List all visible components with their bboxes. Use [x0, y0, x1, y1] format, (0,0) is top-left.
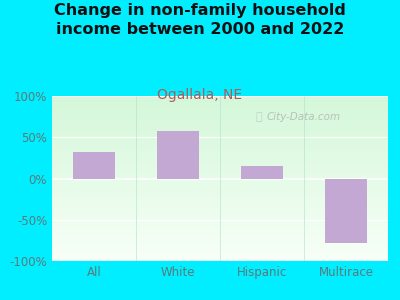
Text: ⓘ: ⓘ [255, 112, 262, 122]
Bar [157, 131, 199, 178]
Text: Ogallala, NE: Ogallala, NE [158, 88, 242, 103]
Text: Change in non-family household
income between 2000 and 2022: Change in non-family household income be… [54, 3, 346, 37]
Text: City-Data.com: City-Data.com [267, 112, 341, 122]
Bar [73, 152, 115, 178]
Bar [241, 166, 283, 178]
Bar [325, 178, 367, 243]
